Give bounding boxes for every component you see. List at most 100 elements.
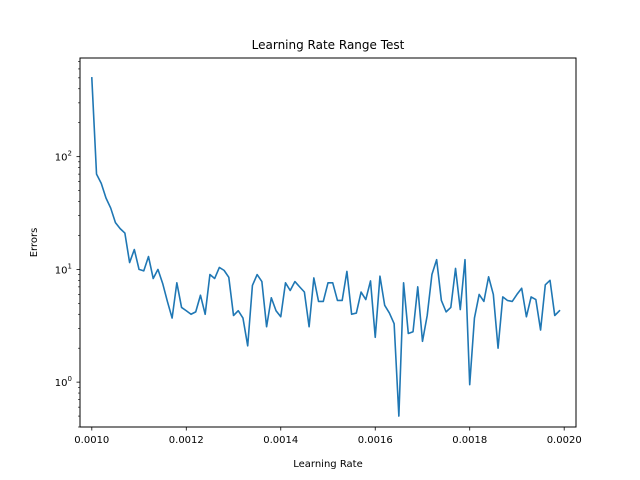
data-point [275,310,276,311]
data-point [502,296,503,297]
data-point [469,384,470,385]
data-point [379,276,380,277]
data-point [134,249,135,250]
data-point [516,294,517,295]
data-point [186,310,187,311]
data-point [157,269,158,270]
data-point [190,314,191,315]
data-point [327,282,328,283]
data-point [143,270,144,271]
data-point [110,207,111,208]
data-point [271,297,272,298]
data-point [384,305,385,306]
x-tick-label: 0.0012 [169,435,204,446]
data-point [205,314,206,315]
series-layer [90,77,561,417]
data-point [223,270,224,271]
data-point [526,316,527,317]
data-point [167,301,168,302]
data-point [285,282,286,283]
y-tick-label: 100 [55,375,72,389]
data-point [422,341,423,342]
data-point [554,315,555,316]
data-point [176,282,177,283]
data-point [129,262,130,263]
data-point [479,294,480,295]
data-point [290,290,291,291]
data-point [214,278,215,279]
x-tick-label: 0.0018 [452,435,487,446]
data-point [559,310,560,311]
data-point [120,228,121,229]
data-point [257,274,258,275]
y-tick-label: 101 [55,262,72,276]
data-point [332,282,333,283]
data-point [115,222,116,223]
data-point [138,269,139,270]
x-tick-label: 0.0014 [263,435,298,446]
data-point [105,197,106,198]
plot-area-frame [79,57,577,428]
data-point [549,280,550,281]
data-point [417,286,418,287]
data-point [318,301,319,302]
data-point [153,278,154,279]
data-point [91,77,92,78]
data-point [162,283,163,284]
data-point [294,281,295,282]
data-point [219,267,220,268]
data-point [512,301,513,302]
axis-ticks: 0.0010 0.0012 0.0014 0.0016 0.0018 0.0020 100 1… [55,61,582,446]
data-point [238,310,239,311]
data-point [441,300,442,301]
data-point [436,259,437,260]
x-tick-label: 0.0010 [74,435,109,446]
data-point [351,314,352,315]
data-point [280,316,281,317]
data-point [493,294,494,295]
data-point [233,315,234,316]
data-point [375,337,376,338]
data-point [446,311,447,312]
data-point [535,299,536,300]
data-point [545,284,546,285]
data-point [148,256,149,257]
data-point [370,280,371,281]
data-point [389,312,390,313]
data-point [299,286,300,287]
data-point [488,276,489,277]
data-point [195,311,196,312]
data-point [252,285,253,286]
data-point [209,274,210,275]
y-tick-label: 102 [55,150,72,164]
data-point [398,415,399,416]
data-point [497,348,498,349]
data-point [247,345,248,346]
data-point [427,315,428,316]
data-point [408,333,409,334]
data-point [531,296,532,297]
data-point [403,282,404,283]
data-point [507,300,508,301]
data-point [360,291,361,292]
data-point [356,312,357,313]
data-point [242,317,243,318]
data-point [521,288,522,289]
data-point [323,301,324,302]
y-axis-label: Errors [29,228,40,258]
data-point [228,277,229,278]
data-point [483,301,484,302]
series-line [90,77,561,417]
data-point [96,174,97,175]
data-point [365,299,366,300]
data-point [200,295,201,296]
data-point [346,271,347,272]
data-point [455,268,456,269]
data-point [540,329,541,330]
data-point [412,331,413,332]
data-point [474,317,475,318]
chart-title: Learning Rate Range Test [252,38,405,52]
data-point [460,309,461,310]
